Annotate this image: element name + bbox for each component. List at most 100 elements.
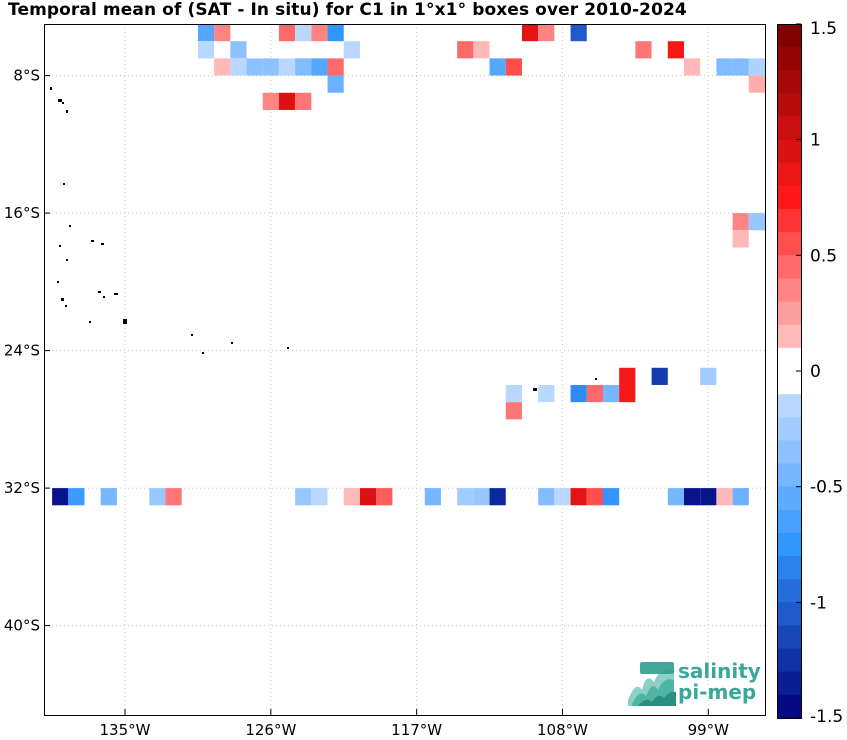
colorbar-swatch [777,301,801,326]
heatmap-cell [586,488,603,506]
lat-tick-label: 32°S [4,479,40,497]
heatmap-cell [570,488,587,506]
map-axis-labels: 135°W 126°W 117°W 108°W 99°W 8°S 16°S 24°S 32°S 4… [4,67,729,739]
colorbar-swatch [777,93,801,118]
heatmap-cell [619,384,636,403]
colorbar-swatch [777,139,801,164]
heatmap-cell [197,24,215,42]
heatmap-cell [748,213,765,231]
heatmap-cell [683,488,701,506]
heatmap-cell [732,488,749,506]
map-title: Temporal mean of (SAT - In situ) for C1 … [8,0,687,20]
colorbar-swatch [777,671,801,696]
colorbar-frame [777,24,802,719]
colorbar-swatch [777,556,801,580]
colorbar-swatch [777,185,801,210]
colorbar-tick-label: 1 [810,131,821,151]
heatmap-cell [473,488,490,506]
heatmap-cell [748,58,765,76]
heatmap-cell [700,367,717,385]
lon-tick-label: 108°W [537,721,588,739]
heatmap-cell [505,402,522,420]
lat-tick-label: 8°S [13,67,40,85]
heatmap-cell [667,41,684,59]
colorbar-swatch [777,232,801,256]
heatmap-cell [295,24,312,42]
heatmap-cell [230,58,247,76]
heatmap-cell [473,41,490,59]
heatmap-cell [295,58,312,76]
heatmap-cell [149,488,166,506]
heatmap-cell [489,58,506,76]
colorbar-swatch [777,24,801,48]
heatmap-cell [262,92,279,110]
heatmap-cell [732,213,749,231]
colorbar-swatch [777,324,801,349]
colorbar-swatch [777,209,801,233]
colorbar-swatch [777,394,801,418]
heatmap-cell [570,384,587,403]
colorbar-tick-label: -0.5 [810,478,843,498]
heatmap-cell [538,24,555,42]
heatmap-cell [343,488,360,506]
map-gridlines [44,24,765,715]
heatmap-cell [311,24,328,42]
heatmap-cell [424,488,441,506]
heatmap-cell [619,367,636,385]
colorbar-swatch [777,486,801,511]
heatmap-cell [635,41,652,59]
heatmap-cell [343,41,360,59]
map-islands [50,87,597,391]
colorbar-swatch [777,463,801,488]
colorbar-swatch [777,371,801,395]
heatmap-cell [214,24,231,42]
heatmap-cell [716,58,733,76]
lat-tick-label: 16°S [4,204,40,222]
heatmap-cell [457,41,474,59]
heatmap-cell [295,92,312,110]
heatmap-cell [311,58,328,76]
heatmap-cell [68,488,85,506]
heatmap-cell [716,488,733,506]
heatmap-cell [748,75,765,93]
colorbar: 1.5 1 0.5 0 -0.5 -1 -1.5 [777,19,843,727]
heatmap-cell [311,488,328,506]
heatmap-cell [278,24,296,42]
colorbar-swatch [777,116,801,141]
heatmap-cell [732,58,749,76]
heatmap-cell [52,488,69,506]
colorbar-swatch [777,255,801,279]
colorbar-swatch [777,509,801,534]
colorbar-tick-label: -1 [810,593,827,613]
heatmap-cell [505,384,522,403]
colorbar-swatch [777,532,801,557]
heatmap-cell [505,58,522,76]
colorbar-swatch [777,47,801,71]
heatmap-cell [327,24,344,42]
heatmap-cell [651,367,668,385]
lon-tick-label: 126°W [245,721,296,739]
colorbar-tick-label: 0.5 [810,246,837,266]
heatmap-cell [602,384,620,403]
heatmap-cell [667,488,684,506]
heatmap-cell [165,488,182,506]
salinity-pimep-logo [628,660,758,706]
colorbar-swatch [777,579,801,603]
lon-tick-label: 99°W [688,721,730,739]
heatmap-cell [230,41,247,59]
lat-tick-label: 40°S [4,617,40,635]
colorbar-swatch [777,625,801,650]
heatmap-cell [327,75,344,93]
heatmap-cell [521,24,539,42]
colorbar-swatch [777,162,801,187]
colorbar-swatch [777,648,801,673]
colorbar-swatch [777,440,801,465]
heatmap-cell [327,58,344,76]
heatmap-cell [197,41,215,59]
heatmap-cell [214,58,231,76]
logo-text-salinity: salinity [678,659,761,683]
heatmap-cell [295,488,312,506]
heatmap-cell [376,488,393,506]
map-cells [52,24,765,506]
